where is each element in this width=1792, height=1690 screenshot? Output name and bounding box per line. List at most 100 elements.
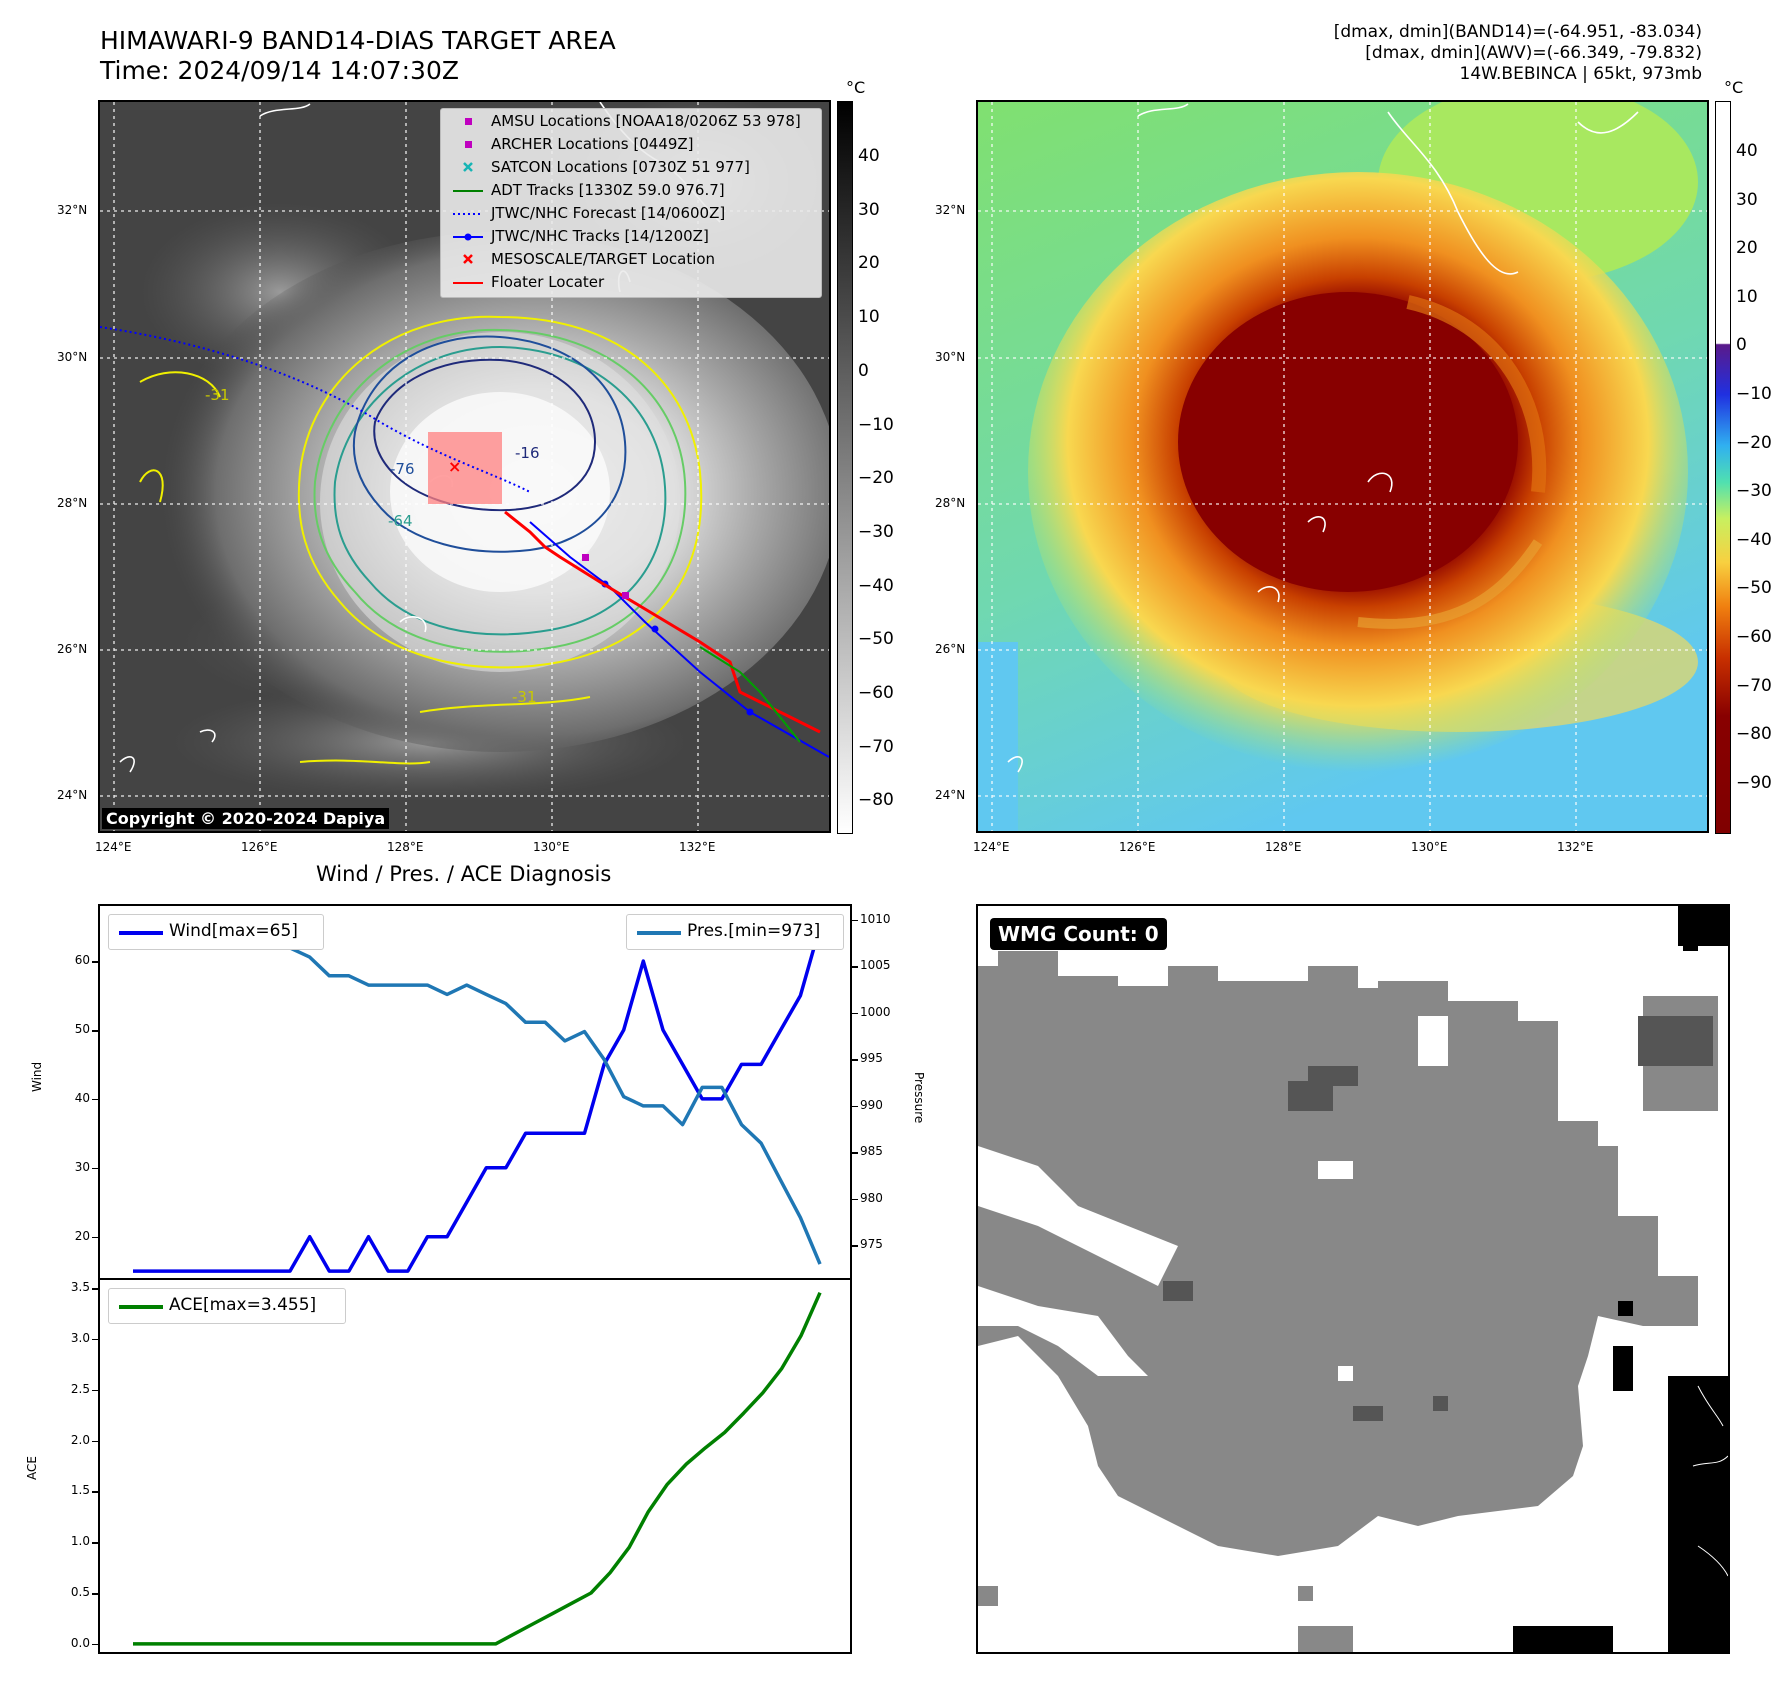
awv-map-image [978, 102, 1707, 831]
ace-legend-label: ACE[max=3.455] [169, 1295, 317, 1315]
colorbar-tick: −80 [858, 790, 894, 811]
y-right-tick-label: 990 [860, 1097, 883, 1112]
legend-item-archer: ARCHER Locations [0449Z] [441, 134, 821, 156]
y-right-tick-label: 1000 [860, 1004, 891, 1019]
pressure-axis-label: Pressure [912, 1072, 926, 1124]
lat-tick: 28°N [57, 496, 88, 510]
line-icon [453, 190, 483, 192]
legend-item-satcon: SATCON Locations [0730Z 51 977] [441, 157, 821, 179]
lon-tick: 132°E [679, 840, 716, 854]
colorbar-tick: −40 [858, 575, 894, 596]
ace-plot [133, 1291, 822, 1646]
y-tick-label: 30 [74, 1159, 90, 1174]
wmg-panel: WMG Count: 0 [976, 904, 1730, 1654]
lat-tick: 28°N [935, 496, 966, 510]
legend-label: ARCHER Locations [0449Z] [491, 135, 694, 153]
tick-mark [92, 1593, 98, 1595]
pressure-legend: Pres.[min=973] [626, 914, 844, 950]
colorbar-tick: 0 [858, 360, 869, 381]
legend-label: SATCON Locations [0730Z 51 977] [491, 158, 750, 176]
tick-mark [92, 1389, 98, 1392]
y-tick-label: 60 [74, 953, 90, 968]
tick-mark [852, 1059, 858, 1061]
lat-tick: 30°N [57, 350, 88, 364]
y-right-tick-label: 1005 [860, 958, 891, 973]
pressure-legend-label: Pres.[min=973] [687, 921, 821, 941]
colorbar-tick: −80 [1736, 724, 1772, 745]
tick-mark [852, 1198, 858, 1201]
colorbar-tick: 10 [1736, 286, 1758, 307]
colorbar-tick: −70 [1736, 675, 1772, 696]
tick-mark [92, 961, 98, 963]
y-tick-label: 3.5 [70, 1280, 90, 1295]
colorbar-tick: 40 [858, 146, 880, 166]
legend-item-tracks: JTWC/NHC Tracks [14/1200Z] [441, 226, 821, 248]
figure-time: Time: 2024/09/14 14:07:30Z [100, 56, 459, 85]
colorbar-tick: −70 [858, 736, 894, 757]
y-tick-label: 50 [74, 1022, 90, 1036]
wind-axis-label: Wind [30, 1061, 44, 1092]
lat-tick: 26°N [935, 642, 966, 656]
tick-mark [92, 1542, 98, 1544]
storm-info: 14W.BEBINCA | 65kt, 973mb [1459, 64, 1702, 84]
legend-label: Floater Locater [491, 273, 605, 291]
tick-mark [92, 1098, 98, 1101]
ace-line [133, 1291, 822, 1646]
map-legend: AMSU Locations [NOAA18/0206Z 53 978] ARC… [440, 108, 822, 298]
tick-mark [92, 1643, 98, 1646]
ace-legend: ACE[max=3.455] [108, 1288, 346, 1324]
colorbar-tick: 20 [1736, 238, 1758, 259]
tick-mark [852, 1245, 858, 1247]
lon-tick: 128°E [387, 840, 424, 854]
legend-item-floater: Floater Locater [441, 272, 821, 294]
ir-map-panel: × AMSU Locations [NOAA18/0206Z 53 978] A… [98, 100, 831, 833]
colorbar-tick: 40 [1736, 141, 1758, 161]
tick-mark [852, 1152, 858, 1154]
colorbar-tick: 0 [1736, 335, 1747, 356]
awv-colorbar [1715, 101, 1731, 834]
x-marker-icon [463, 254, 473, 264]
lon-tick: 130°E [533, 840, 570, 854]
lat-tick: 30°N [935, 350, 966, 364]
svg-text:×: × [448, 457, 461, 476]
awv-map-panel [976, 100, 1709, 833]
legend-label: MESOSCALE/TARGET Location [491, 250, 716, 268]
colorbar-tick: −50 [1736, 578, 1772, 599]
legend-item-target: MESOSCALE/TARGET Location [441, 249, 821, 271]
lon-tick: 126°E [1119, 840, 1156, 854]
square-marker-icon [465, 141, 472, 148]
ace-legend-line [119, 1305, 163, 1309]
colorbar-tick: −10 [1736, 384, 1772, 404]
y-tick-label: 2.0 [70, 1432, 90, 1447]
contour-label: -31 [205, 386, 230, 404]
lon-tick: 128°E [1265, 840, 1302, 854]
legend-label: JTWC/NHC Forecast [14/0600Z] [491, 204, 726, 222]
legend-item-forecast: JTWC/NHC Forecast [14/0600Z] [441, 203, 821, 225]
awv-colorbar-unit: °C [1724, 78, 1744, 97]
lat-tick: 26°N [57, 642, 88, 656]
tick-mark [92, 1288, 98, 1290]
colorbar-tick: 10 [858, 307, 880, 328]
ir-colorbar-unit: °C [846, 78, 866, 97]
tick-mark [852, 1012, 858, 1015]
y-right-tick-label: 1010 [860, 911, 891, 926]
lat-tick: 32°N [935, 203, 966, 217]
band14-range-info: [dmax, dmin](BAND14)=(-64.951, -83.034) [1333, 22, 1702, 42]
wind-pressure-panel: Wind[max=65] Pres.[min=973] [98, 904, 852, 1280]
wind-line [133, 926, 822, 1273]
wmg-count-badge: WMG Count: 0 [990, 918, 1167, 950]
colorbar-tick: 30 [858, 199, 880, 220]
legend-label: JTWC/NHC Tracks [14/1200Z] [491, 227, 709, 245]
tick-mark [852, 966, 858, 968]
y-tick-label: 2.5 [70, 1381, 90, 1396]
tick-mark [852, 1105, 858, 1108]
line-dot-icon [453, 233, 483, 241]
y-right-tick-label: 995 [860, 1051, 883, 1066]
wind-legend-line [119, 931, 163, 935]
contour-label: -16 [515, 444, 540, 462]
lon-tick: 126°E [241, 840, 278, 854]
colorbar-tick: 30 [1736, 189, 1758, 210]
legend-item-adt: ADT Tracks [1330Z 59.0 976.7] [441, 180, 821, 202]
legend-label: AMSU Locations [NOAA18/0206Z 53 978] [491, 112, 801, 130]
y-right-tick-label: 985 [860, 1144, 883, 1159]
